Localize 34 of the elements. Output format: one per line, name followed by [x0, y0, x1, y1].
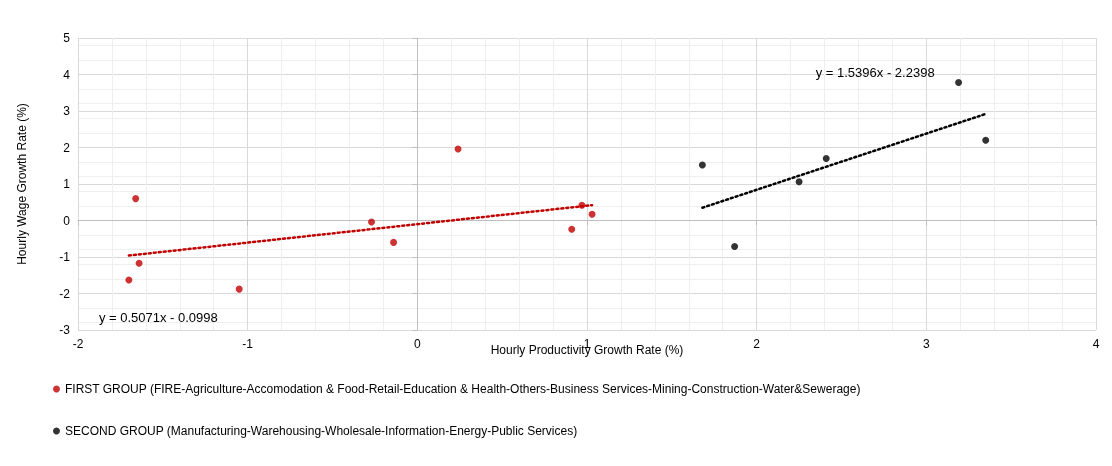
y-tick-label: 5	[63, 31, 71, 45]
point	[235, 285, 243, 293]
point	[135, 259, 143, 267]
point	[390, 238, 398, 246]
y-tick-label: 2	[63, 140, 71, 155]
y-axis-title: Hourly Wage Growth Rate (%)	[15, 103, 29, 265]
y-tick-label: 0	[63, 213, 71, 228]
point	[132, 195, 140, 203]
x-tick-label: -2	[72, 337, 84, 351]
y-tick-label: 1	[63, 177, 71, 191]
legend-label: SECOND GROUP (Manufacturing-Warehousing-Wholesale-Information-Energy-Public Services)	[65, 424, 578, 438]
point	[731, 242, 739, 250]
point	[568, 225, 576, 233]
point	[368, 218, 376, 226]
y-tick-label: -2	[59, 286, 71, 301]
y-tick-label: -1	[59, 250, 71, 264]
y-tick-label: 3	[63, 104, 71, 118]
point	[698, 161, 706, 169]
y-tick-label: -3	[59, 323, 71, 337]
y-tick-label: 4	[63, 67, 71, 82]
point	[822, 154, 830, 162]
x-tick-label: -1	[242, 337, 254, 351]
annotation: y = 1.5396x - 2.2398	[815, 64, 935, 80]
point	[982, 136, 990, 144]
point	[588, 210, 596, 218]
x-tick-label: 3	[922, 337, 930, 351]
legend-label: FIRST GROUP (FIRE-Agriculture-Accomodation & Food-Retail-Education & Health-Others-Business Services-Mining-Construction-Water&Sewerage)	[65, 382, 861, 396]
annotation: y = 0.5071x - 0.0998	[98, 309, 218, 325]
point	[955, 79, 963, 87]
x-tick-label: 2	[753, 337, 761, 351]
point	[795, 178, 803, 186]
x-tick-label: 4	[1092, 337, 1100, 351]
x-tick-label: 0	[413, 337, 421, 351]
point	[578, 201, 586, 209]
